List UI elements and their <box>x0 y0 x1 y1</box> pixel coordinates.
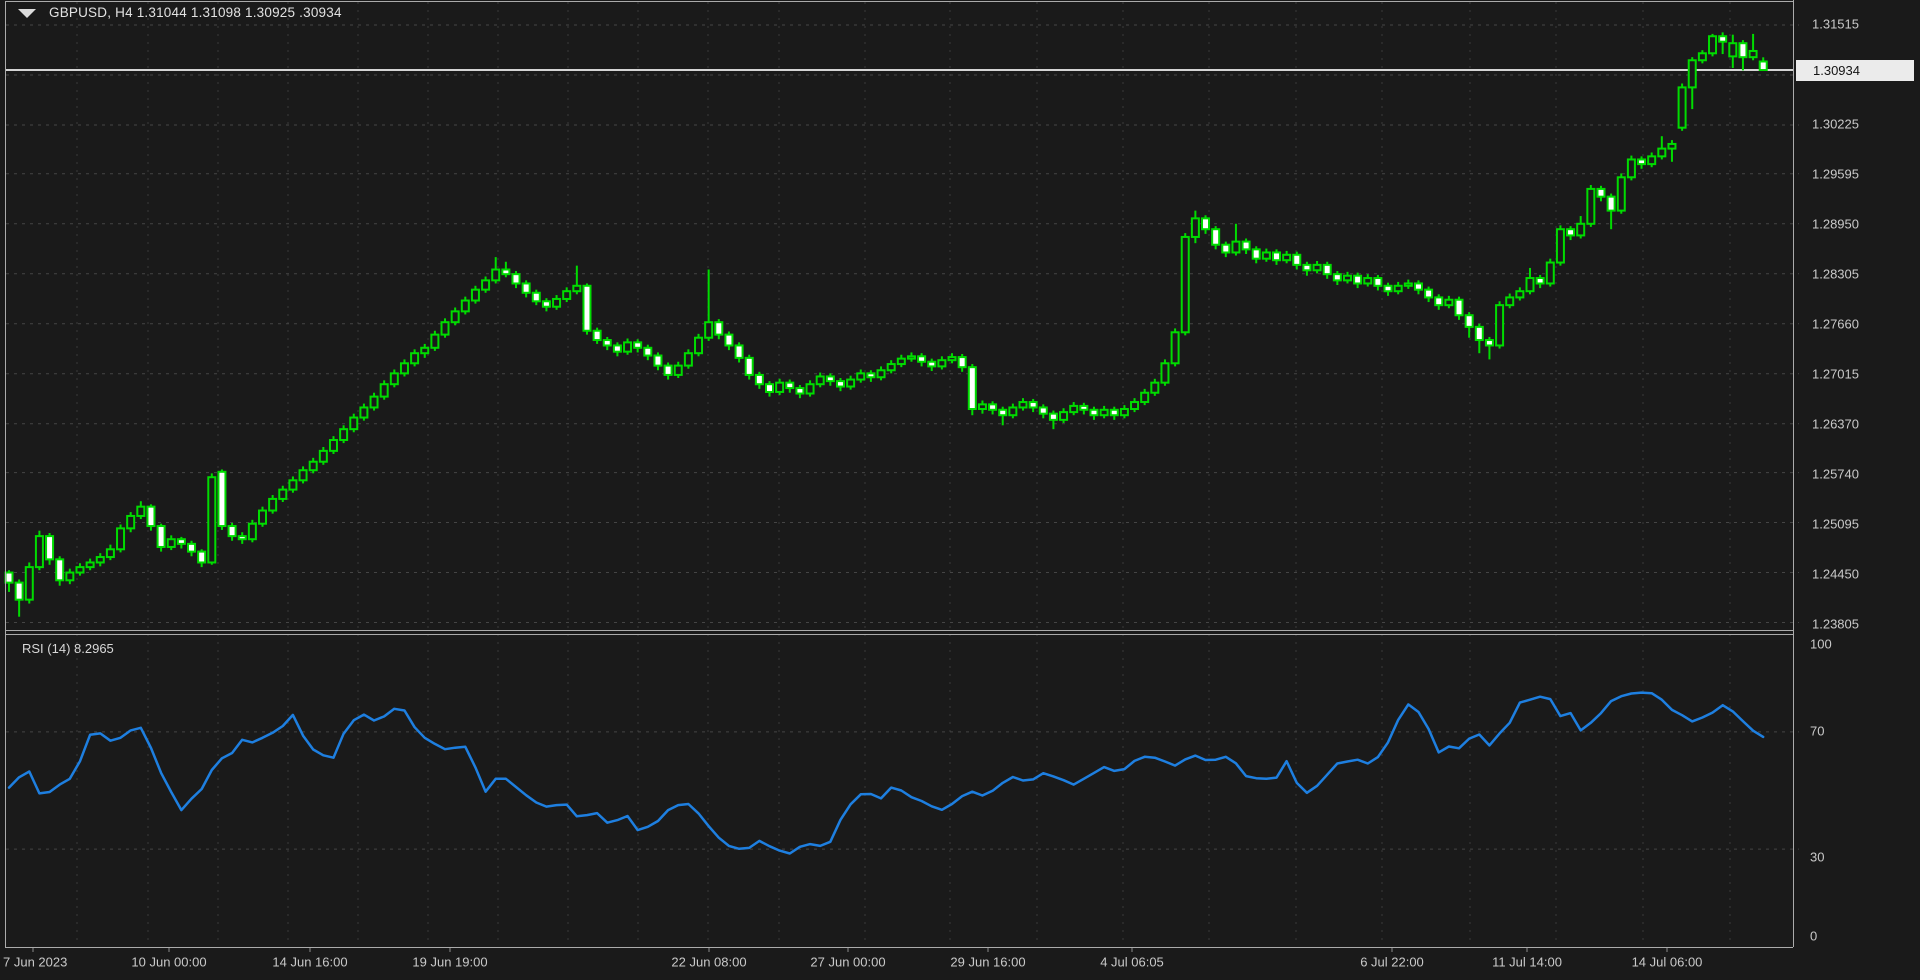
svg-text:100: 100 <box>1810 636 1832 651</box>
svg-text:30: 30 <box>1810 849 1824 864</box>
svg-text:4 Jul 06:05: 4 Jul 06:05 <box>1100 954 1164 969</box>
rsi-indicator-label: RSI (14) 8.2965 <box>22 641 114 656</box>
svg-text:70: 70 <box>1810 723 1824 738</box>
current-price-tag: 1.30934 <box>1796 60 1914 81</box>
svg-text:22 Jun 08:00: 22 Jun 08:00 <box>671 954 746 969</box>
down-arrow-icon <box>18 9 36 18</box>
svg-text:6 Jul 22:00: 6 Jul 22:00 <box>1360 954 1424 969</box>
svg-text:1.27660: 1.27660 <box>1812 316 1859 331</box>
svg-text:1.25095: 1.25095 <box>1812 516 1859 531</box>
svg-text:1.24450: 1.24450 <box>1812 566 1859 581</box>
svg-text:1.29595: 1.29595 <box>1812 166 1859 181</box>
chart-header: GBPUSD, H4 1.31044 1.31098 1.30925 .3093… <box>18 5 342 20</box>
svg-text:1.30225: 1.30225 <box>1812 116 1859 131</box>
svg-text:1.25740: 1.25740 <box>1812 466 1859 481</box>
svg-text:1.28950: 1.28950 <box>1812 216 1859 231</box>
main-price-pane[interactable] <box>5 1 1793 630</box>
svg-text:1.26370: 1.26370 <box>1812 416 1859 431</box>
svg-text:29 Jun 16:00: 29 Jun 16:00 <box>950 954 1025 969</box>
svg-text:11 Jul 14:00: 11 Jul 14:00 <box>1492 954 1562 969</box>
svg-text:7 Jun 2023: 7 Jun 2023 <box>3 954 67 969</box>
svg-text:14 Jul 06:00: 14 Jul 06:00 <box>1632 954 1703 969</box>
symbol-ohlc-label: GBPUSD, H4 1.31044 1.31098 1.30925 .3093… <box>49 5 342 20</box>
svg-text:19 Jun 19:00: 19 Jun 19:00 <box>412 954 487 969</box>
price-axis[interactable] <box>1793 0 1920 948</box>
svg-text:1.28305: 1.28305 <box>1812 266 1859 281</box>
svg-text:1.31515: 1.31515 <box>1812 16 1859 31</box>
svg-text:1.27015: 1.27015 <box>1812 366 1859 381</box>
svg-text:1.23805: 1.23805 <box>1812 616 1859 631</box>
time-axis[interactable] <box>0 948 1920 980</box>
svg-text:10 Jun 00:00: 10 Jun 00:00 <box>131 954 206 969</box>
svg-text:27 Jun 00:00: 27 Jun 00:00 <box>810 954 885 969</box>
svg-text:14 Jun 16:00: 14 Jun 16:00 <box>272 954 347 969</box>
svg-text:0: 0 <box>1810 928 1817 943</box>
rsi-indicator-pane[interactable] <box>5 634 1793 947</box>
